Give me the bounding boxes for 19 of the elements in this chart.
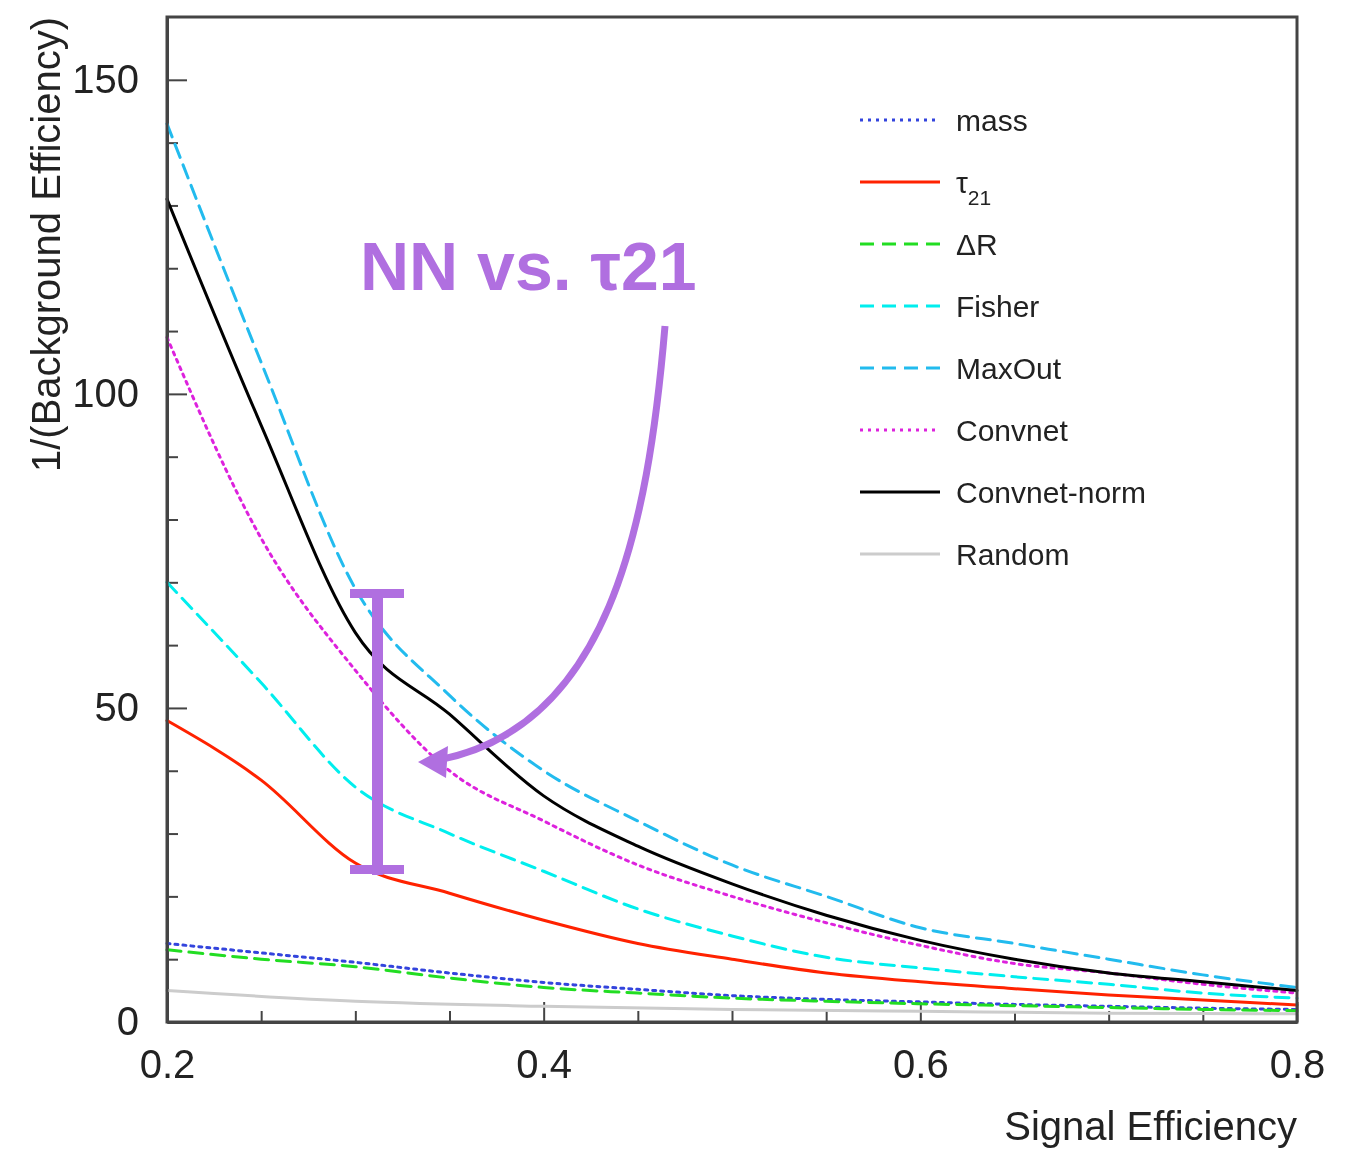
y-axis-title: 1/(Background Efficiency) bbox=[24, 17, 68, 473]
y-tick-label: 0 bbox=[116, 999, 139, 1044]
x-tick-label: 0.4 bbox=[516, 1042, 572, 1087]
legend-label: mass bbox=[956, 104, 1028, 137]
x-tick-label: 0.2 bbox=[139, 1042, 196, 1087]
x-axis-title: Signal Efficiency bbox=[1004, 1104, 1297, 1148]
x-tick-label: 0.6 bbox=[893, 1042, 949, 1087]
legend-label: Fisher bbox=[956, 290, 1040, 323]
legend-label: Convnet-norm bbox=[956, 476, 1147, 509]
y-tick-label: 100 bbox=[72, 371, 139, 416]
annotation: NN vs. τ21 bbox=[360, 228, 697, 304]
legend-label: τ$_{21}$ bbox=[956, 166, 992, 209]
x-tick-label: 0.8 bbox=[1269, 1042, 1326, 1087]
legend-label: Random bbox=[956, 538, 1070, 571]
legend-label: ΔR bbox=[956, 228, 998, 261]
y-tick-label: 50 bbox=[94, 685, 139, 730]
legend-label: MaxOut bbox=[956, 352, 1062, 385]
legend-label: Convnet bbox=[956, 414, 1069, 447]
y-tick-label: 150 bbox=[72, 57, 139, 102]
